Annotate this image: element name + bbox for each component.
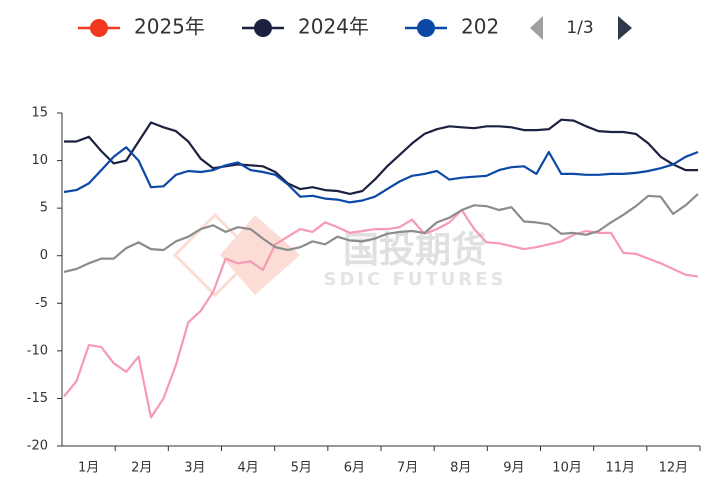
- series-line: [63, 146, 699, 204]
- legend-prev[interactable]: [530, 16, 543, 40]
- y-tick-label: 15: [31, 106, 48, 121]
- y-tick-label: 0: [40, 248, 48, 263]
- y-tick-label: -15: [27, 391, 48, 406]
- legend-label: 2024年: [298, 15, 369, 39]
- watermark-subtext: SDIC FUTURES: [323, 269, 506, 290]
- legend-next[interactable]: [618, 16, 632, 40]
- x-tick-label: 2月: [131, 461, 152, 476]
- x-tick-label: 7月: [397, 461, 418, 476]
- x-tick-label: 10月: [552, 461, 582, 476]
- legend-label: 202: [461, 15, 499, 39]
- x-tick-label: 8月: [450, 461, 471, 476]
- x-tick-label: 6月: [344, 461, 365, 476]
- x-tick-label: 4月: [237, 461, 258, 476]
- y-tick-label: -20: [27, 439, 48, 454]
- legend-marker: [254, 19, 272, 37]
- x-tick-label: 5月: [291, 461, 312, 476]
- y-tick-label: 10: [31, 153, 48, 168]
- legend-label: 2025年: [134, 15, 205, 39]
- y-tick-label: -5: [35, 296, 48, 311]
- y-tick-label: -10: [27, 343, 48, 358]
- legend-marker: [417, 19, 435, 37]
- x-tick-label: 1月: [78, 461, 99, 476]
- x-tick-label: 3月: [184, 461, 205, 476]
- series-line: [64, 118, 698, 195]
- y-tick-label: 5: [40, 201, 48, 216]
- series-line: [63, 193, 699, 273]
- legend-marker: [90, 19, 108, 37]
- legend-page: 1/3: [566, 18, 593, 38]
- x-tick-label: 11月: [605, 461, 635, 476]
- x-tick-label: 9月: [503, 461, 524, 476]
- x-tick-label: 12月: [659, 461, 689, 476]
- watermark-text: 国投期货: [343, 230, 487, 271]
